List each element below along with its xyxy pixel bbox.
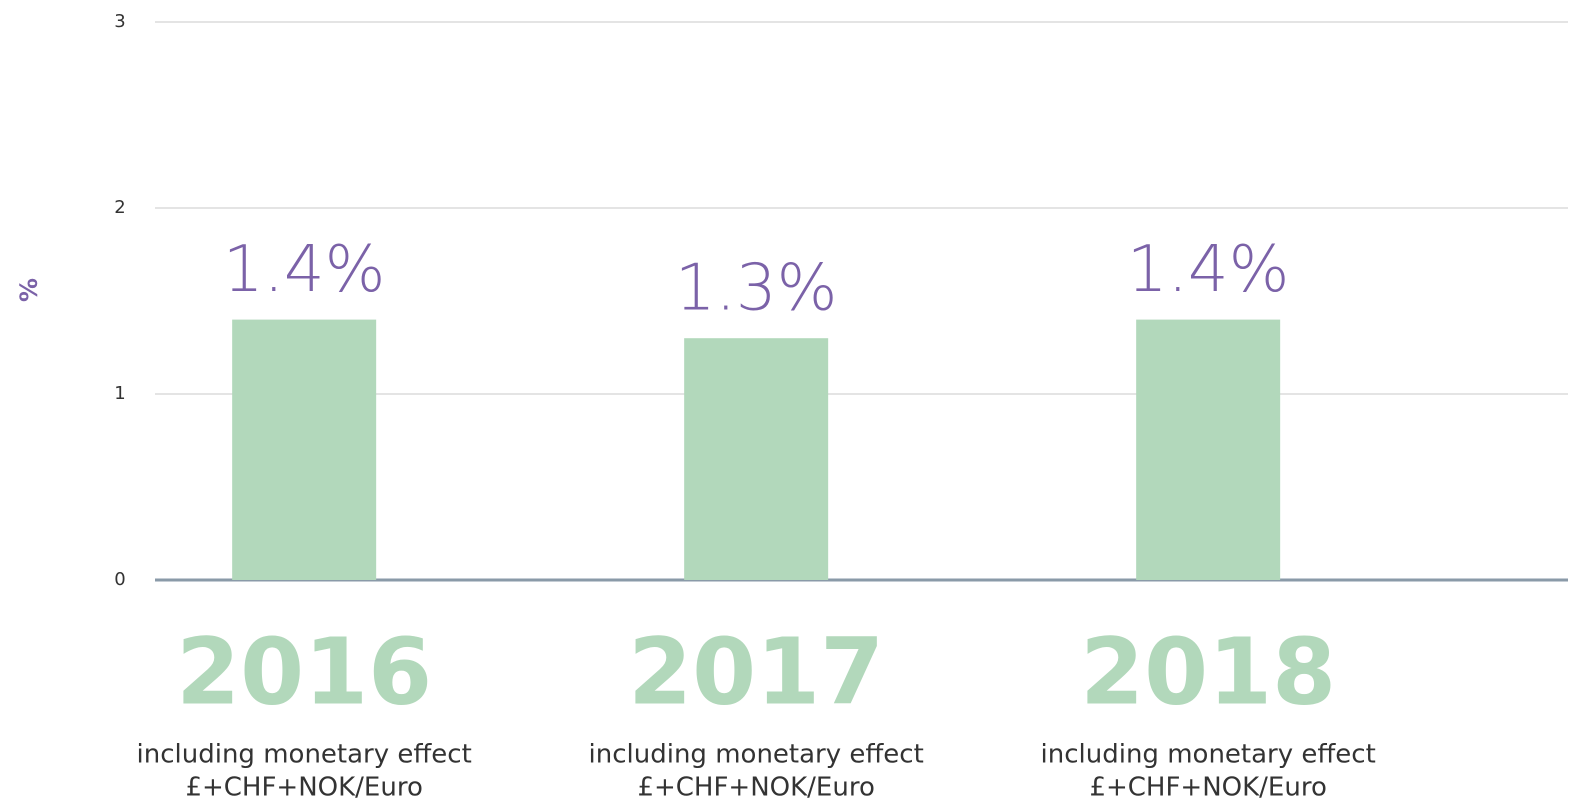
value-label: 1.4% [223,233,386,307]
bar [232,319,377,580]
bar [684,338,829,580]
value-label: 1.4% [1127,233,1290,307]
category-note: including monetary effect [589,740,924,770]
y-tick-label: 2 [114,197,125,218]
category-note: including monetary effect [1041,740,1376,770]
x-tick-label: 2018 [1080,618,1336,725]
category-note: £+CHF+NOK/Euro [1089,773,1326,803]
x-tick-label: 2016 [176,618,432,725]
bar [1136,319,1281,580]
category-note: £+CHF+NOK/Euro [185,773,422,803]
category-note: £+CHF+NOK/Euro [637,773,874,803]
x-tick-label: 2017 [628,618,884,725]
category-note: including monetary effect [137,740,472,770]
y-tick-label: 3 [114,11,125,32]
y-tick-label: 0 [114,569,125,590]
value-label: 1.3% [675,252,838,326]
y-axis-label: % [15,278,43,302]
y-tick-label: 1 [114,383,125,404]
